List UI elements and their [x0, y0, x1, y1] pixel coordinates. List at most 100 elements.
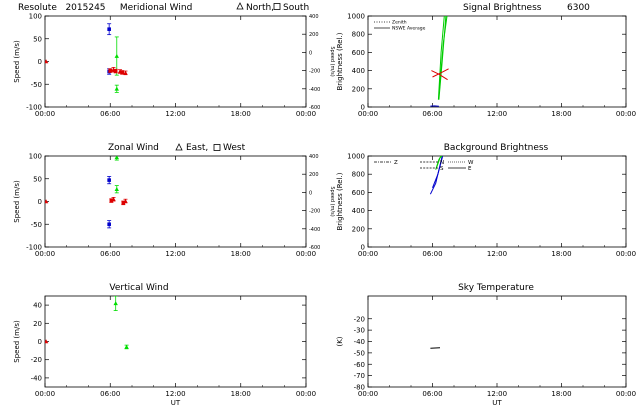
vertical-y-axis-label: Speed (m/s) — [13, 320, 21, 363]
signal-x-tick-label: 18:00 — [551, 110, 571, 118]
background-legend-label: N — [440, 160, 444, 166]
west-square-marker — [213, 144, 221, 151]
skytemp-y-tick-label: -30 — [354, 327, 365, 335]
background-y-tick-label: 0 — [361, 244, 365, 252]
skytemp-y-tick-label: -50 — [354, 349, 365, 357]
zonal-title: Zonal Wind — [108, 143, 159, 153]
background-title: Background Brightness — [444, 143, 549, 153]
signal-x-tick-label: 06:00 — [422, 110, 442, 118]
background-y-tick-label: 200 — [352, 225, 365, 233]
signal-y-tick-label: 200 — [352, 85, 365, 93]
sky-temperature-panel: 00:00 06:00 12:00 18:00 00:00-80-70-60-50-40… — [336, 295, 636, 407]
skytemp-x-tick-label: 18:00 — [551, 390, 571, 398]
vertical-x-tick-label: 00:00 — [35, 390, 55, 398]
skytemp-title: Sky Temperature — [458, 283, 534, 293]
zonal-right-tick-label: 400 — [309, 154, 319, 160]
signal-data-layer — [430, 16, 449, 107]
zonal-wind-panel: 00:00 06:00 12:00 18:00 00:00-100-50050100Sp… — [13, 153, 335, 259]
meridional-right-tick-label: -200 — [309, 69, 320, 75]
vertical-data-layer — [45, 296, 129, 350]
background-data-layer — [429, 156, 444, 195]
signal-wavelength: 6300 — [567, 3, 590, 13]
meridional-data-layer — [45, 23, 128, 93]
meridional-x-tick-label: 00:00 — [35, 110, 55, 118]
south-square-marker — [273, 3, 281, 10]
zonal-y-tick-label: 100 — [29, 153, 42, 161]
vertical-y-tick-label: -20 — [31, 356, 42, 364]
meridional-y-tick-label: 0 — [38, 58, 42, 66]
zonal-point-triangle — [114, 187, 119, 192]
zonal-point-triangle — [45, 199, 49, 204]
signal-series-line — [432, 68, 449, 78]
signal-brightness-panel: 00:00 06:00 12:00 18:00 00:00020040060080010… — [336, 13, 636, 119]
signal-x-tick-label: 12:00 — [487, 110, 507, 118]
north-triangle-marker — [236, 2, 244, 10]
meridional-x-tick-label: 18:00 — [231, 110, 251, 118]
skytemp-x-tick-label: 06:00 — [422, 390, 442, 398]
zonal-right-tick-label: 200 — [309, 172, 319, 178]
legend-west-label: West — [223, 143, 246, 153]
signal-y-tick-label: 0 — [361, 104, 365, 112]
east-triangle-marker — [175, 143, 183, 151]
vertical-point-triangle — [45, 339, 49, 344]
zonal-right-tick-label: -400 — [309, 227, 320, 233]
zonal-right-tick-label: 0 — [309, 190, 312, 196]
background-series-line — [436, 156, 443, 168]
signal-y-tick-label: 400 — [352, 67, 365, 75]
background-legend-label: Z — [394, 160, 398, 166]
date-code: 2015245 — [65, 3, 105, 13]
zonal-y-axis-label: Speed (m/s) — [13, 180, 21, 223]
skytemp-y-tick-label: -80 — [354, 384, 365, 392]
background-legend-label: W — [468, 160, 474, 166]
signal-y-axis-label: Brightness (Rel.) — [336, 32, 344, 90]
vertical-wind-panel: 00:00 06:00 12:00 18:00 00:00 -40 -20 0 20 40 Spee… — [13, 295, 316, 407]
meridional-point-square — [113, 69, 118, 73]
meridional-right-tick-label: -600 — [309, 105, 320, 111]
background-y-axis-label: Brightness (Rel.) — [336, 172, 344, 230]
meridional-point-triangle — [123, 70, 128, 75]
zonal-right-tick-label: -200 — [309, 209, 320, 215]
background-y-tick-label: 600 — [352, 189, 365, 197]
signal-title: Signal Brightness — [463, 3, 542, 13]
vertical-x-tick-label: 12:00 — [165, 390, 185, 398]
zonal-y-tick-label: 0 — [38, 198, 42, 206]
meridional-title: Meridional Wind — [120, 3, 192, 13]
zonal-x-tick-label: 12:00 — [165, 250, 185, 258]
vertical-point-triangle — [124, 344, 129, 349]
meridional-x-tick-label: 06:00 — [100, 110, 120, 118]
background-y-tick-label: 400 — [352, 207, 365, 215]
station-name: Resolute — [18, 3, 57, 13]
meridional-frame — [44, 15, 307, 108]
skytemp-x-axis-label: UT — [492, 399, 502, 407]
vertical-x-tick-label: 00:00 — [296, 390, 316, 398]
meridional-right-tick-label: 200 — [309, 32, 319, 38]
background-legend-label: S — [440, 166, 444, 172]
vertical-x-axis-label: UT — [171, 399, 181, 407]
meridional-x-tick-label: 12:00 — [165, 110, 185, 118]
meridional-point-square — [108, 68, 113, 73]
signal-y-tick-label: 1000 — [347, 13, 365, 21]
skytemp-y-axis-label: (K) — [336, 336, 344, 346]
zonal-y-tick-label: -100 — [26, 244, 42, 252]
skytemp-x-tick-label: 00:00 — [616, 390, 636, 398]
zonal-point-triangle — [114, 156, 119, 160]
skytemp-x-tick-label: 12:00 — [487, 390, 507, 398]
meridional-point-triangle — [114, 86, 119, 91]
skytemp-series-line — [430, 347, 441, 349]
signal-x-tick-label: 00:00 — [358, 110, 378, 118]
vertical-y-tick-label: 20 — [33, 320, 42, 328]
zonal-point-square — [109, 198, 114, 203]
meridional-y-tick-label: -100 — [26, 104, 42, 112]
zonal-y-tick-label: -50 — [31, 221, 42, 229]
zonal-x-tick-label: 00:00 — [296, 250, 316, 258]
meridional-point-triangle — [114, 53, 119, 58]
background-brightness-panel: 00:00 06:00 12:00 18:00 00:00020040060080010… — [336, 153, 636, 259]
background-y-tick-label: 800 — [352, 171, 365, 179]
zonal-point-square — [107, 222, 111, 227]
background-x-tick-label: 18:00 — [551, 250, 571, 258]
skytemp-x-tick-label: 00:00 — [358, 390, 378, 398]
meridional-x-tick-label: 00:00 — [296, 110, 316, 118]
signal-y-tick-label: 800 — [352, 31, 365, 39]
zonal-x-tick-label: 00:00 — [35, 250, 55, 258]
